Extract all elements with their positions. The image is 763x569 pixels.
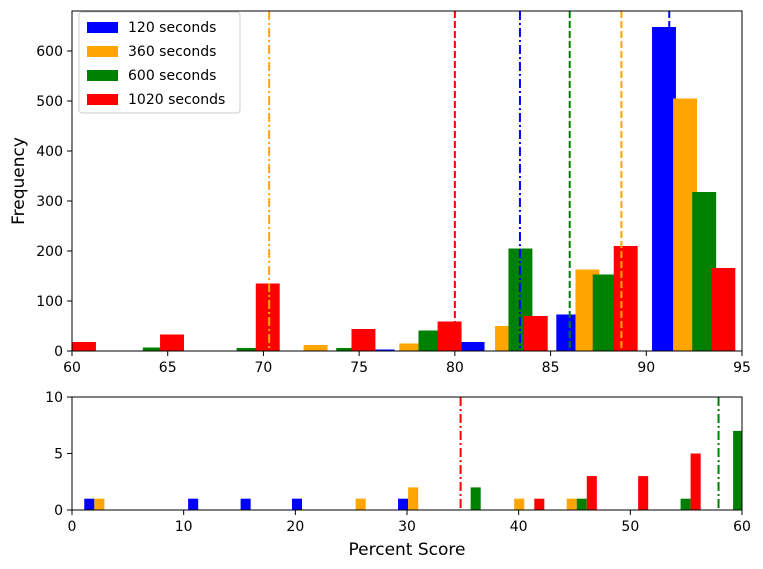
bottom-bar-1020-seconds-2 xyxy=(638,476,649,510)
top-bar-120-seconds-0 xyxy=(370,349,395,351)
bottom-bar-360-seconds-4 xyxy=(566,498,577,510)
bottom-bar-600-seconds-2 xyxy=(680,498,691,510)
bottom-xtick-label-1: 10 xyxy=(175,519,193,535)
top-ytick-label-0: 0 xyxy=(54,344,63,360)
top-bar-600-seconds-3 xyxy=(418,330,443,351)
top-xtick-label-3: 75 xyxy=(350,360,368,376)
top-bar-120-seconds-1 xyxy=(460,342,485,351)
legend-swatch-360 xyxy=(87,46,118,57)
bottom-xtick-label-6: 60 xyxy=(733,519,751,535)
top-bar-360-seconds-1 xyxy=(399,343,424,351)
bottom-plot: 0 10 20 30 40 50 60 0 5 10 Percent Score xyxy=(45,390,751,560)
top-ylabel: Frequency xyxy=(9,137,29,225)
bottom-bar-1020-seconds-3 xyxy=(690,453,701,510)
top-bar-120-seconds-3 xyxy=(652,27,676,351)
bottom-bar-600-seconds-1 xyxy=(576,498,587,510)
bottom-bar-120-seconds-1 xyxy=(188,498,199,510)
top-bar-1020-seconds-1 xyxy=(160,334,184,351)
legend-swatch-120 xyxy=(87,22,118,33)
top-bar-360-seconds-0 xyxy=(303,345,328,351)
top-bar-1020-seconds-0 xyxy=(72,342,96,351)
top-axes-frame xyxy=(71,10,743,352)
top-ytick-label-3: 300 xyxy=(36,194,63,210)
bottom-xtick-label-4: 40 xyxy=(510,519,528,535)
legend-label-120: 120 seconds xyxy=(128,20,216,36)
top-bar-600-seconds-2 xyxy=(336,348,361,351)
top-ytick-label-1: 100 xyxy=(36,294,63,310)
bottom-ytick-label-2: 10 xyxy=(45,390,63,406)
bottom-xtick-label-3: 30 xyxy=(398,519,416,535)
bottom-ytick-label-0: 0 xyxy=(54,503,63,519)
top-bar-600-seconds-6 xyxy=(692,192,717,351)
top-xtick-label-4: 80 xyxy=(446,360,464,376)
top-bar-1020-seconds-5 xyxy=(523,316,548,351)
top-bar-120-seconds-2 xyxy=(556,314,581,351)
bottom-xlabel: Percent Score xyxy=(349,540,466,560)
top-ytick-label-2: 200 xyxy=(36,244,63,260)
bottom-bar-1020-seconds-1 xyxy=(586,476,597,510)
bottom-ytick-label-1: 5 xyxy=(54,447,63,463)
top-xtick-label-2: 70 xyxy=(255,360,273,376)
top-bar-600-seconds-1 xyxy=(236,348,261,351)
top-ytick-label-6: 600 xyxy=(36,44,63,60)
bottom-bar-120-seconds-3 xyxy=(291,498,303,510)
top-xtick-label-0: 60 xyxy=(63,360,81,376)
top-bar-1020-seconds-2 xyxy=(255,283,280,351)
bottom-bar-600-seconds-3 xyxy=(733,430,742,510)
top-ytick-label-4: 400 xyxy=(36,144,63,160)
legend-label-1020: 1020 seconds xyxy=(128,92,225,108)
bottom-bar-120-seconds-4 xyxy=(398,498,409,510)
legend-swatch-1020 xyxy=(87,94,118,105)
top-xtick-label-6: 90 xyxy=(637,360,655,376)
top-bar-1020-seconds-6 xyxy=(613,246,638,351)
bottom-bar-600-seconds-0 xyxy=(470,487,481,510)
top-xtick-label-5: 85 xyxy=(542,360,560,376)
top-bar-1020-seconds-4 xyxy=(437,321,462,351)
bottom-xtick-label-5: 50 xyxy=(621,519,639,535)
bottom-bar-1020-seconds-0 xyxy=(534,498,545,510)
top-ytick-label-5: 500 xyxy=(36,94,63,110)
bottom-xtick-label-0: 0 xyxy=(68,519,77,535)
bottom-bar-120-seconds-0 xyxy=(84,498,95,510)
top-xtick-label-7: 95 xyxy=(733,360,751,376)
legend-label-600: 600 seconds xyxy=(128,68,216,84)
bottom-xtick-label-2: 20 xyxy=(286,519,304,535)
bottom-bar-360-seconds-2 xyxy=(408,487,419,510)
legend-swatch-600 xyxy=(87,70,118,81)
bottom-bar-360-seconds-0 xyxy=(94,498,105,510)
top-bar-600-seconds-5 xyxy=(592,274,617,351)
top-plot: 60 65 70 75 80 85 90 95 0 100 200 300 400 500 600 Freq… xyxy=(9,10,751,376)
legend-label-360: 360 seconds xyxy=(128,44,216,60)
legend-frame xyxy=(78,11,241,114)
bottom-bar-360-seconds-3 xyxy=(514,498,525,510)
top-xtick-label-1: 65 xyxy=(159,360,177,376)
top-bar-1020-seconds-3 xyxy=(351,329,376,351)
legend: 120 seconds 360 seconds 600 seconds 1020… xyxy=(78,11,241,114)
top-bar-1020-seconds-7 xyxy=(711,268,736,351)
top-bar-360-seconds-4 xyxy=(673,98,698,351)
bottom-bar-120-seconds-2 xyxy=(240,498,251,510)
bottom-bar-360-seconds-1 xyxy=(355,498,366,510)
top-bar-600-seconds-0 xyxy=(142,347,167,351)
